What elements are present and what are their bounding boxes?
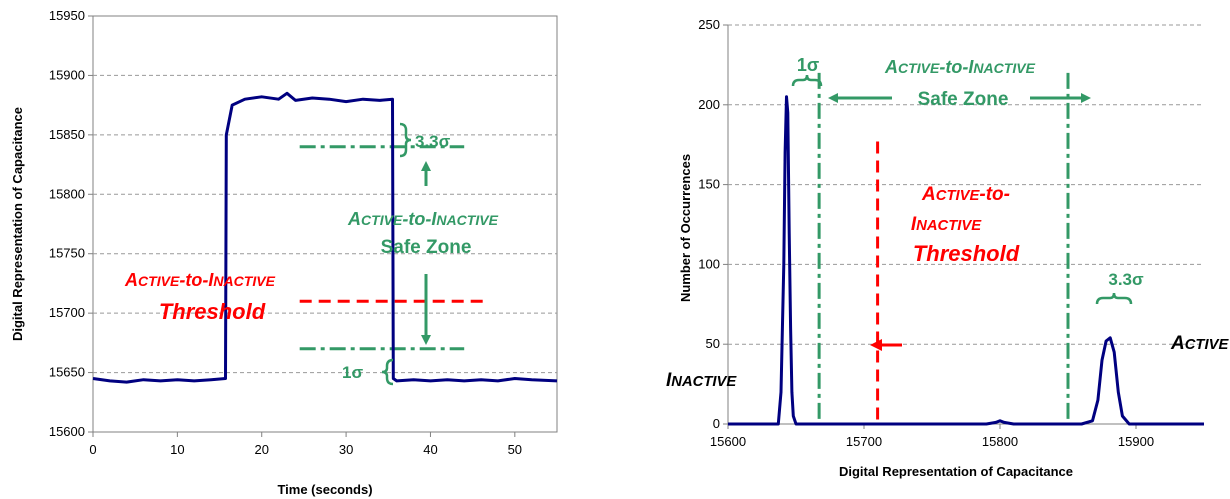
- y-tick-label: 15950: [49, 8, 85, 23]
- y-tick-label: 15850: [49, 127, 85, 142]
- right-left-sigma-label: 1σ: [797, 55, 819, 75]
- time-series-chart: 15600 15650 15700 15750 15800 15850 15900 15950…: [10, 8, 558, 497]
- y-tick-label: 150: [698, 177, 720, 192]
- right-gridlines: [728, 24, 1204, 345]
- y-tick-label: 250: [698, 17, 720, 32]
- right-reference-lines: [817, 72, 1070, 424]
- left-lower-sigma-brace: [381, 358, 394, 386]
- x-tick-label: 15600: [710, 434, 746, 449]
- left-safe-zone-label-line2: Safe Zone: [381, 237, 472, 258]
- right-threshold-label-line2: INACTIVE: [911, 214, 982, 235]
- y-tick-label: 15750: [49, 246, 85, 261]
- x-tick-label: 40: [423, 442, 437, 457]
- y-tick-label: 0: [713, 416, 720, 431]
- right-plot-area: [728, 25, 1204, 424]
- right-threshold-label-line1: ACTIVE-to-: [921, 184, 1010, 205]
- active-peak-label: ACTIVE: [1170, 333, 1229, 354]
- right-x-axis-title: Digital Representation of Capacitance: [839, 464, 1073, 479]
- right-left-sigma-brace: [791, 74, 823, 87]
- right-right-sigma-label: 3.3σ: [1108, 270, 1144, 289]
- occurrence-distribution-line: [728, 95, 1204, 426]
- right-right-sigma-brace: [1095, 292, 1133, 305]
- left-gridlines: [93, 74, 557, 374]
- x-tick-label: 15900: [1118, 434, 1154, 449]
- right-x-ticks: 15600 15700 15800 15900: [710, 424, 1154, 449]
- x-tick-label: 30: [339, 442, 353, 457]
- y-tick-label: 15700: [49, 305, 85, 320]
- left-y-ticks: 15600 15650 15700 15750 15800 15850 15900 15950: [49, 8, 93, 439]
- y-tick-label: 15650: [49, 365, 85, 380]
- left-upper-sigma-brace: [399, 122, 412, 158]
- right-y-ticks: 0 50 100 150 200 250: [698, 17, 728, 431]
- x-tick-label: 15700: [846, 434, 882, 449]
- left-x-ticks: 0 10 20 30 40 50: [89, 432, 522, 457]
- right-y-axis-title: Number of Occurrences: [678, 154, 693, 302]
- y-tick-label: 50: [706, 336, 720, 351]
- left-upper-sigma-label: 3.3σ: [415, 132, 451, 151]
- x-tick-label: 20: [254, 442, 268, 457]
- left-x-axis-title: Time (seconds): [277, 482, 372, 497]
- x-tick-label: 50: [508, 442, 522, 457]
- left-threshold-label-line1: ACTIVE-to-INACTIVE: [124, 270, 276, 290]
- capacitance-series-line: [92, 91, 558, 384]
- y-tick-label: 15800: [49, 186, 85, 201]
- x-tick-label: 10: [170, 442, 184, 457]
- x-tick-label: 15800: [982, 434, 1018, 449]
- left-lower-sigma-label: 1σ: [342, 363, 363, 382]
- y-tick-label: 15900: [49, 67, 85, 82]
- left-threshold-label-line2: Threshold: [159, 299, 266, 324]
- histogram-chart: 0 50 100 150 200 250 15600 15700 15800 15900 Dig…: [666, 17, 1229, 479]
- left-y-axis-title: Digital Representation of Capacitance: [10, 107, 25, 341]
- left-reference-lines: [299, 145, 490, 351]
- left-plot-area: [92, 15, 558, 433]
- left-safe-zone-label-line1: ACTIVE-to-INACTIVE: [347, 209, 499, 229]
- right-safe-zone-label-line1: ACTIVE-to-INACTIVE: [884, 57, 1036, 77]
- y-tick-label: 100: [698, 256, 720, 271]
- right-threshold-label-line3: Threshold: [913, 241, 1020, 266]
- y-tick-label: 200: [698, 97, 720, 112]
- right-safe-zone-label-line2: Safe Zone: [918, 89, 1009, 110]
- y-tick-label: 15600: [49, 424, 85, 439]
- x-tick-label: 0: [89, 442, 96, 457]
- inactive-peak-label: INACTIVE: [666, 370, 737, 391]
